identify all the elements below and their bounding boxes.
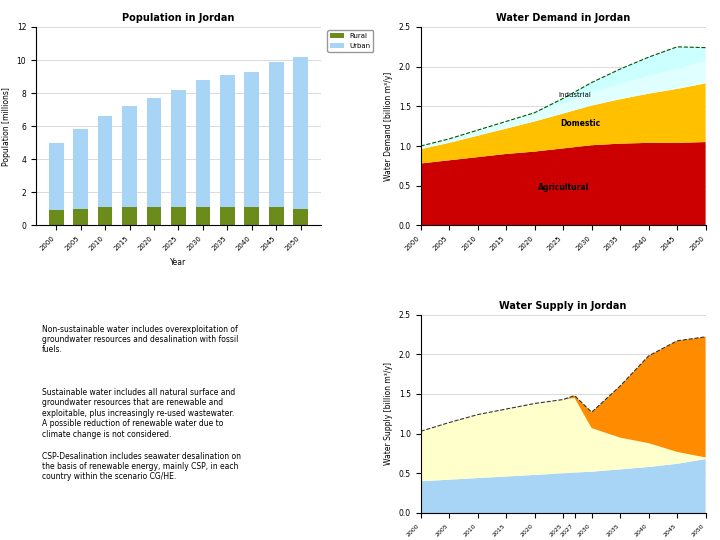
Bar [171,90,186,207]
Bar [73,130,88,209]
Bar [147,207,161,225]
Bar [293,209,308,225]
X-axis label: Year: Year [171,258,186,267]
Y-axis label: Water Supply [billion m³/y]: Water Supply [billion m³/y] [384,362,393,465]
Bar [196,80,210,207]
Legend: Rural, Urban: Rural, Urban [328,30,374,51]
Bar [98,116,112,207]
Bar [49,211,63,225]
Title: Population in Jordan: Population in Jordan [122,14,235,23]
Bar [147,98,161,207]
Bar [293,57,308,209]
Bar [49,143,63,211]
Bar [245,72,259,207]
Bar [73,209,88,225]
Bar [220,75,235,207]
Bar [220,207,235,225]
Title: Water Supply in Jordan: Water Supply in Jordan [500,301,627,311]
Text: Industrial: Industrial [558,92,591,98]
Y-axis label: Population [millions]: Population [millions] [2,87,11,166]
Bar [122,207,137,225]
Bar [171,207,186,225]
Bar [269,62,284,207]
Text: Sustainable water includes all natural surface and
groundwater resources that ar: Sustainable water includes all natural s… [42,388,235,438]
Text: Agricultural: Agricultural [538,183,589,192]
Text: Non-sustainable water includes overexploitation of
groundwater resources and des: Non-sustainable water includes overexplo… [42,325,238,354]
Bar [98,207,112,225]
Text: Domestic: Domestic [560,119,600,128]
Bar [196,207,210,225]
Y-axis label: Water Demand [billion m³/y]: Water Demand [billion m³/y] [384,72,393,181]
Bar [245,207,259,225]
Bar [122,106,137,207]
Text: CSP-Desalination includes seawater desalination on
the basis of renewable energy: CSP-Desalination includes seawater desal… [42,451,240,481]
Bar [269,207,284,225]
Title: Water Demand in Jordan: Water Demand in Jordan [496,14,630,23]
